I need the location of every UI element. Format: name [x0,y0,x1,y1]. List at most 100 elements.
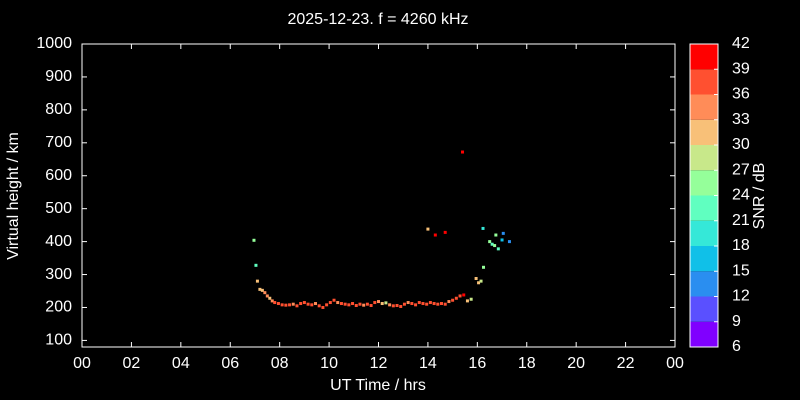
data-point [432,302,436,306]
colorbar-band [690,94,718,120]
data-point [336,301,340,305]
colorbar-tick-label: 12 [732,288,750,305]
data-point [362,303,366,307]
x-tick-label: 08 [271,355,289,372]
data-point [465,299,469,303]
data-point [377,300,380,304]
data-point [384,301,388,305]
data-point [391,304,395,308]
colorbar-tick-label: 36 [732,86,750,103]
colorbar-tick-label: 30 [732,136,750,153]
data-point [501,231,505,235]
data-point [440,302,444,306]
x-tick-label: 22 [617,355,635,372]
colorbar-band [690,69,718,95]
x-tick-label: 00 [73,355,91,372]
data-point [295,304,299,308]
colorbar-label: SNR / dB [751,163,768,230]
x-tick-label: 02 [123,355,141,372]
colorbar-tick-label: 21 [732,212,750,229]
data-point [317,304,321,308]
colorbar-band [690,119,718,145]
data-point [410,302,414,306]
data-point [339,302,343,306]
data-point [426,227,430,231]
data-point [447,300,451,304]
colorbar-tick-label: 39 [732,60,750,77]
y-tick-label: 100 [45,332,72,349]
data-point [270,299,274,303]
data-point [395,304,399,308]
y-tick-label: 700 [45,134,72,151]
data-point [458,294,462,298]
data-point [354,304,358,308]
x-tick-label: 06 [221,355,239,372]
data-point [454,296,458,300]
x-tick-label: 14 [419,355,437,372]
y-axis-label: Virtual height / km [5,132,22,260]
data-point [488,240,492,244]
colorbar-band [690,170,718,196]
data-point [347,303,351,307]
x-axis-label: UT Time / hrs [330,377,426,394]
x-tick-label: 12 [370,355,388,372]
data-point [343,302,347,306]
data-point [406,301,410,305]
data-point [254,263,258,267]
data-point [268,296,272,300]
data-point [496,247,500,251]
x-tick-label: 04 [172,355,190,372]
data-point [436,302,440,306]
colorbar-tick-label: 18 [732,237,750,254]
data-point [479,279,483,283]
data-point [462,293,466,297]
data-point [417,301,421,305]
data-point [288,303,292,307]
data-point [421,302,425,306]
data-point [302,301,306,305]
colorbar-tick-label: 24 [732,187,750,204]
x-tick-label: 00 [666,355,684,372]
colorbar-band [690,195,718,221]
colorbar-band [690,321,718,347]
y-tick-label: 200 [45,299,72,316]
data-point [291,302,295,306]
colorbar-band [690,220,718,246]
data-point [258,287,262,291]
y-tick-label: 400 [45,233,72,250]
x-tick-label: 16 [468,355,486,372]
data-point [461,150,465,154]
y-tick-label: 800 [45,101,72,118]
data-point [481,226,485,230]
data-point [284,303,288,307]
data-point [428,301,432,305]
data-point [373,301,377,305]
data-point [263,291,267,295]
colorbar-tick-label: 42 [732,35,750,52]
data-point [433,233,437,237]
y-tick-label: 1000 [36,35,72,52]
y-tick-label: 900 [45,68,72,85]
data-point [273,301,277,305]
data-point [280,303,284,307]
data-point [493,244,497,248]
data-point [358,302,362,306]
data-point [276,302,280,306]
colorbar-tick-label: 27 [732,161,750,178]
colorbar-tick-label: 6 [732,338,741,355]
colorbar-tick-label: 9 [732,313,741,330]
data-point [494,233,498,237]
colorbar-tick-label: 33 [732,111,750,128]
colorbar-band [690,246,718,272]
data-point [265,294,269,298]
colorbar-tick-label: 15 [732,262,750,279]
data-point [310,303,314,307]
data-point [255,279,259,283]
data-point [443,302,447,306]
data-point [351,302,355,306]
data-point [380,302,384,306]
data-point [469,297,473,301]
data-point [474,276,478,280]
data-point [490,242,494,246]
